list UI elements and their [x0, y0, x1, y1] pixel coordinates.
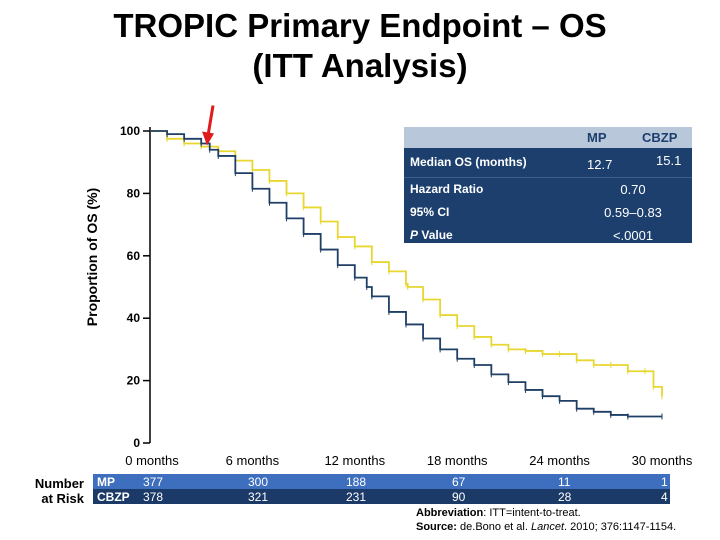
- x-tick-label: 12 months: [324, 453, 385, 468]
- risk-value: 321: [248, 490, 269, 504]
- x-tick-label: 0 months: [125, 453, 179, 468]
- risk-value: 11: [558, 475, 571, 489]
- risk-value: 67: [452, 475, 466, 489]
- red-arrow-shaft: [206, 105, 215, 136]
- chart-annotation: [202, 105, 215, 146]
- risk-row-cbzp: CBZP 378 321 231 90 28 4: [93, 489, 670, 504]
- y-tick-label: 20: [127, 374, 141, 388]
- risk-value: 300: [248, 475, 269, 489]
- risk-arm-label: MP: [97, 475, 115, 489]
- y-tick-label: 100: [120, 124, 140, 138]
- stats-table: MP CBZP Median OS (months) 12.7 15.1 Haz…: [404, 127, 692, 243]
- risk-row-mp: MP 377 300 188 67 11 1: [93, 474, 670, 489]
- stats-row-p: P Value <.0001: [404, 224, 692, 247]
- chart-series: [150, 130, 663, 420]
- risk-arm-label: CBZP: [97, 490, 130, 504]
- stats-row-ci: 95% CI 0.59–0.83: [404, 201, 692, 224]
- abbreviation-note: Abbreviation: ITT=intent-to-treat.: [416, 507, 581, 519]
- title-line-2: (ITT Analysis): [252, 47, 468, 84]
- risk-value: 378: [143, 490, 164, 504]
- km-curve-mp: [150, 130, 662, 418]
- risk-value: 231: [346, 490, 367, 504]
- risk-value: 4: [661, 490, 668, 504]
- stats-row-median: Median OS (months) 12.7 15.1: [404, 151, 692, 174]
- x-tick-label: 24 months: [529, 453, 590, 468]
- risk-value: 90: [452, 490, 466, 504]
- risk-table-title: Number at Risk: [34, 476, 84, 506]
- x-tick-label: 30 months: [632, 453, 693, 468]
- red-arrow-head-icon: [202, 131, 215, 146]
- y-tick-label: 60: [127, 249, 141, 263]
- y-tick-label: 0: [133, 436, 140, 450]
- p-value: <.0001: [612, 228, 654, 243]
- stats-header: MP CBZP: [404, 127, 692, 148]
- hr-value: 0.70: [620, 182, 646, 197]
- stats-col-cbzp: CBZP: [642, 130, 678, 145]
- slide-title: TROPIC Primary Endpoint – OS (ITT Analys…: [0, 6, 720, 86]
- risk-value: 1: [661, 475, 668, 489]
- chart-axes: 0 20 40 60 80 100 0 months 6 months 12 months 18 …: [84, 124, 693, 468]
- median-cbzp: 15.1: [656, 153, 682, 168]
- footnote: Abbreviation: ITT=intent-to-treat. Sourc…: [416, 506, 676, 534]
- y-tick-label: 40: [127, 311, 141, 325]
- hr-label: Hazard Ratio: [410, 182, 484, 196]
- risk-value: 188: [346, 475, 367, 489]
- x-tick-label: 18 months: [427, 453, 488, 468]
- stats-row-hr: Hazard Ratio 0.70: [404, 178, 692, 201]
- risk-value: 28: [558, 490, 572, 504]
- median-label: Median OS (months): [410, 155, 527, 169]
- x-tick-label: 6 months: [226, 453, 280, 468]
- p-label: P Value: [410, 228, 453, 242]
- median-mp: 12.7: [587, 157, 613, 172]
- y-tick-label: 80: [127, 186, 141, 200]
- title-line-1: TROPIC Primary Endpoint – OS: [113, 7, 607, 44]
- ci-label: 95% CI: [410, 205, 450, 219]
- stats-divider: [404, 177, 692, 178]
- ci-value: 0.59–0.83: [604, 205, 662, 220]
- y-axis-label: Proportion of OS (%): [84, 188, 100, 326]
- risk-value: 377: [143, 475, 164, 489]
- stats-col-mp: MP: [587, 130, 607, 145]
- source-note: Source: de.Bono et al. Lancet. 2010; 376…: [416, 521, 677, 533]
